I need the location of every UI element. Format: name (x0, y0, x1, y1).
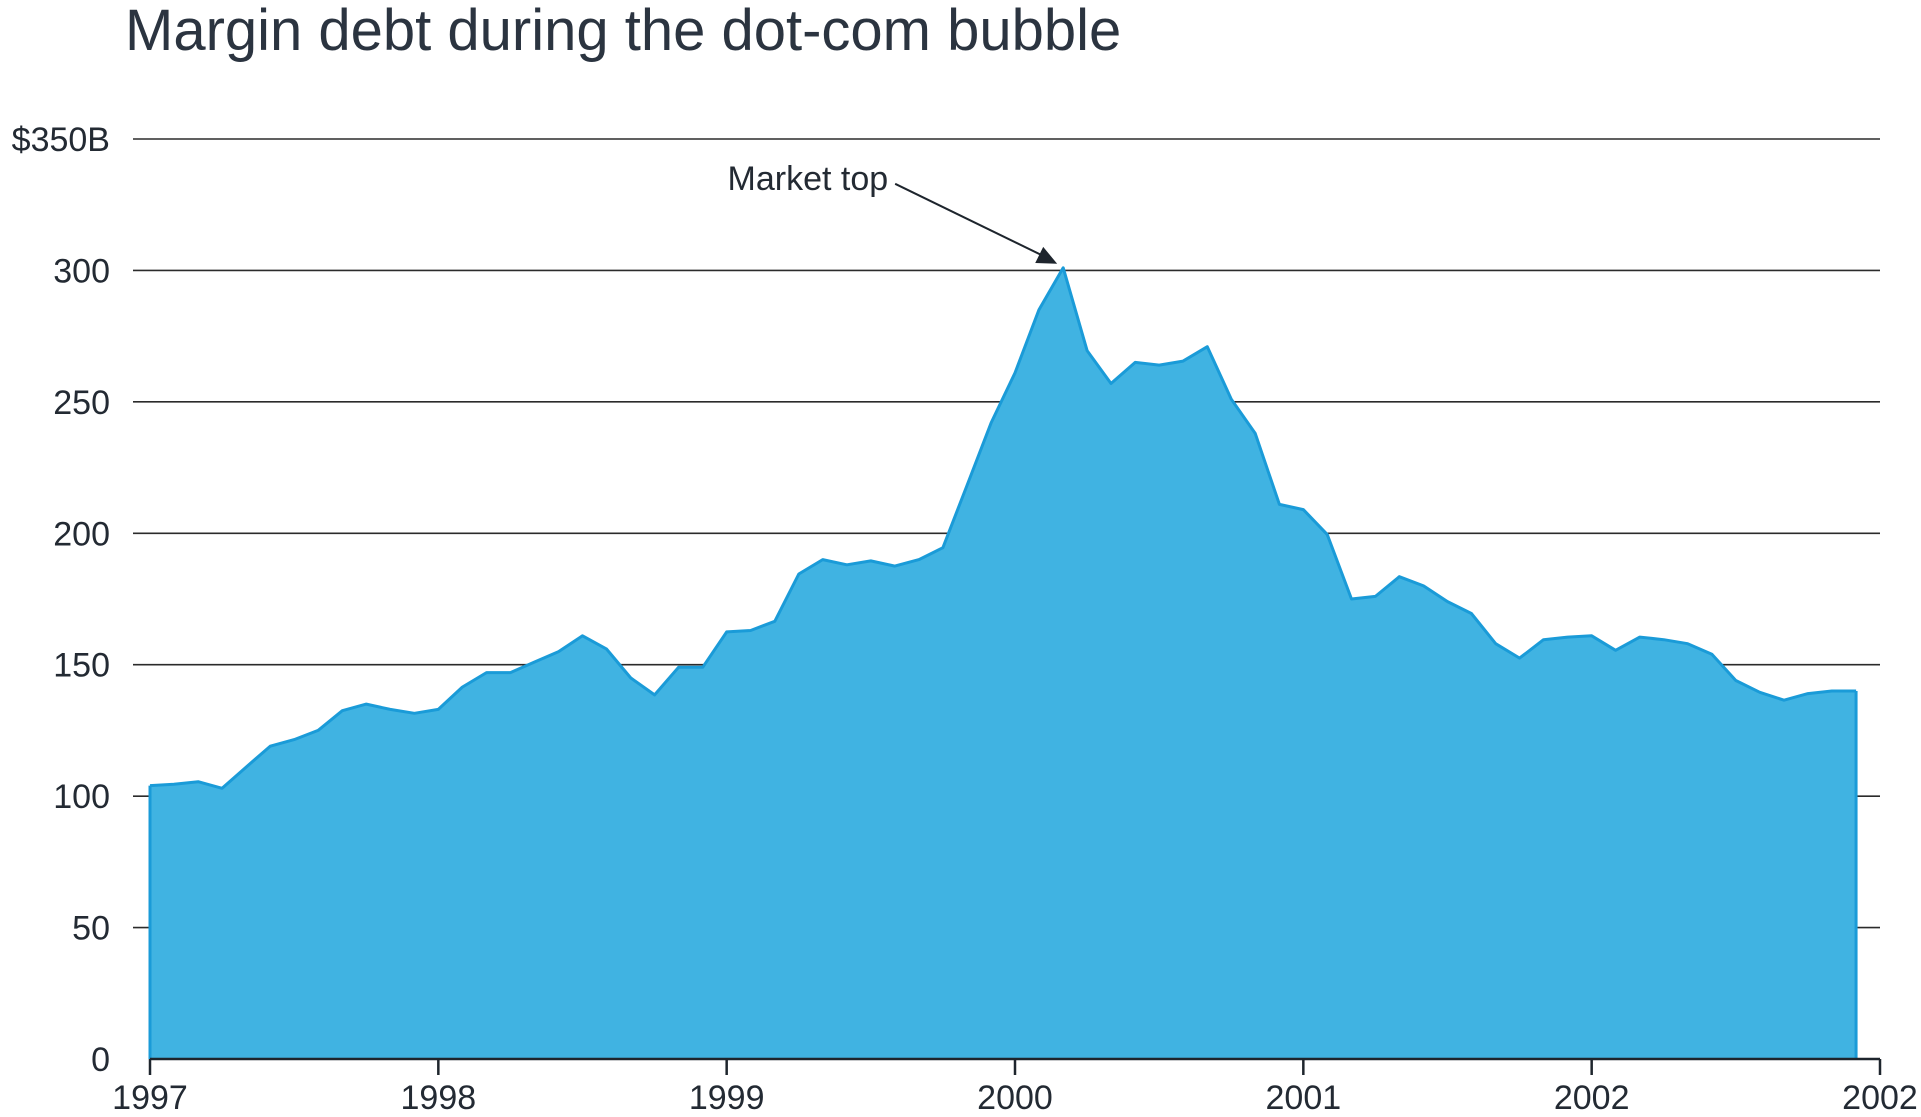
annotations: Market top (728, 160, 1058, 264)
annotation-arrow (894, 182, 1048, 259)
x-tick-label: 2001 (1266, 1079, 1342, 1117)
y-tick-label: $350B (12, 121, 110, 159)
x-tick-label: 2002 (1554, 1079, 1630, 1117)
chart-title: Margin debt during the dot-com bubble (125, 0, 1121, 63)
x-tick-label: 1997 (112, 1079, 188, 1117)
y-tick-label: 50 (72, 910, 110, 948)
y-tick-label: 0 (91, 1041, 110, 1079)
y-tick-label: 200 (53, 515, 110, 553)
y-tick-label: 100 (53, 778, 110, 816)
annotation-label: Market top (728, 160, 889, 198)
series-line (149, 266, 1857, 790)
x-axis: 1997 1998 1999 2000 2001 2002 2002 (112, 1057, 1918, 1117)
annotation-arrowhead (1035, 246, 1058, 264)
y-axis: 0 50 100 150 200 250 300 $350B (12, 121, 110, 1079)
series-area (150, 267, 1857, 1059)
y-tick-label: 250 (53, 384, 110, 422)
x-tick-label: 2000 (977, 1079, 1053, 1117)
y-tick-label: 150 (53, 647, 110, 685)
y-tick-label: 300 (53, 252, 110, 290)
plot-area (148, 266, 1858, 1059)
x-tick-label: 2002 (1842, 1079, 1918, 1117)
x-tick-label: 1999 (689, 1079, 765, 1117)
x-tick-label: 1998 (401, 1079, 477, 1117)
